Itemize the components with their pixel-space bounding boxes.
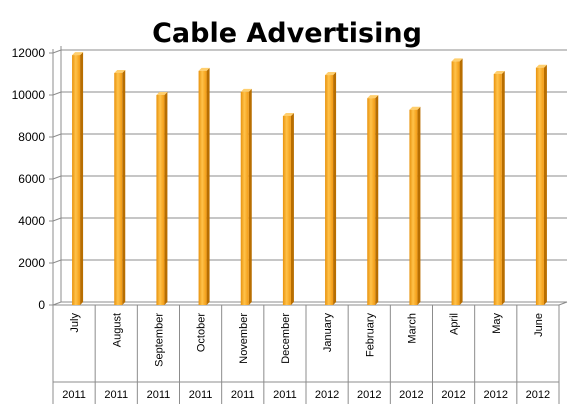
axes xyxy=(49,46,568,404)
bar-front xyxy=(156,95,165,305)
bar-top xyxy=(409,106,421,110)
bars xyxy=(72,52,547,306)
bar-top xyxy=(451,58,463,62)
y-tick-label: 0 xyxy=(38,298,45,312)
x-tick-label: May xyxy=(491,313,503,334)
bar-front xyxy=(282,116,291,305)
x-year-label: 2011 xyxy=(62,389,86,401)
bar-top xyxy=(72,52,84,56)
bar-side xyxy=(122,69,126,305)
bar xyxy=(493,71,505,305)
bar xyxy=(325,72,337,305)
x-tick-label: June xyxy=(533,313,545,337)
bar xyxy=(72,52,84,305)
bar-side xyxy=(375,95,379,306)
x-tick-label: October xyxy=(196,313,208,352)
bar xyxy=(198,67,210,305)
gridline-diag xyxy=(52,91,62,96)
bar-front xyxy=(367,98,376,306)
y-tick-label: 10000 xyxy=(12,88,46,102)
x-year-label: 2012 xyxy=(526,389,550,401)
bar xyxy=(409,106,421,305)
bar-top xyxy=(367,95,379,99)
x-year-label: 2012 xyxy=(484,389,508,401)
bar-side xyxy=(543,64,547,305)
x-tick-label: February xyxy=(364,313,376,358)
bar-front xyxy=(240,91,249,305)
y-tick-label: 6000 xyxy=(18,172,45,186)
gridline-diag xyxy=(52,217,62,222)
floor-edge xyxy=(558,301,568,306)
bar xyxy=(367,95,379,306)
bar-top xyxy=(198,67,210,71)
bar-side xyxy=(333,72,337,305)
bar-front xyxy=(535,67,544,305)
bar-side xyxy=(206,67,210,305)
x-year-label: 2012 xyxy=(399,389,423,401)
y-tick-label: 8000 xyxy=(18,130,45,144)
x-year-label: 2011 xyxy=(231,389,255,401)
bar-side xyxy=(501,71,505,305)
bar-side xyxy=(417,106,421,305)
x-tick-label: December xyxy=(280,313,292,364)
y-tick-label: 12000 xyxy=(12,46,46,60)
bar-top xyxy=(282,113,294,116)
bar-side xyxy=(290,113,294,305)
bar-front xyxy=(198,70,207,305)
bar-front xyxy=(451,61,460,306)
gridlines: 0 2000 4000 6000 8000 10000 12000 xyxy=(12,46,567,312)
bar xyxy=(156,92,168,305)
x-year-label: 2012 xyxy=(315,389,339,401)
bar xyxy=(451,58,463,306)
x-year-label: 2011 xyxy=(189,389,213,401)
bar-top xyxy=(493,71,505,74)
bar-side xyxy=(80,52,84,305)
x-year-label: 2011 xyxy=(273,389,297,401)
x-tick-label: January xyxy=(322,313,334,353)
category-labels: July 2011 August 2011 September 2011 October 20… xyxy=(62,313,550,401)
bar-side xyxy=(248,88,252,305)
x-year-label: 2012 xyxy=(441,389,465,401)
bar-front xyxy=(325,75,334,305)
bar-front xyxy=(72,55,81,305)
y-tick-label: 4000 xyxy=(18,214,45,228)
x-tick-label: April xyxy=(449,313,461,335)
y-tick-label: 2000 xyxy=(18,256,45,270)
x-tick-label: July xyxy=(69,313,81,333)
bar xyxy=(240,88,252,305)
x-year-label: 2011 xyxy=(147,389,171,401)
gridline-diag xyxy=(52,259,62,264)
x-tick-label: November xyxy=(238,313,250,364)
bar-top xyxy=(325,72,337,76)
gridline-diag xyxy=(52,133,62,138)
bar xyxy=(282,113,294,305)
bar-side xyxy=(459,58,463,306)
chart-title: Cable Advertising xyxy=(152,18,422,49)
bar-front xyxy=(493,74,502,305)
gridline-diag xyxy=(52,49,62,54)
bar-side xyxy=(164,92,168,305)
bar-top xyxy=(156,92,168,95)
x-tick-label: September xyxy=(153,313,165,367)
bar-top xyxy=(114,69,126,73)
bar-top xyxy=(535,64,547,68)
bar-top xyxy=(240,88,252,92)
x-tick-label: August xyxy=(111,313,123,347)
bar-front xyxy=(114,72,123,305)
bar xyxy=(114,69,126,305)
x-year-label: 2011 xyxy=(104,389,128,401)
bar xyxy=(535,64,547,305)
bar-front xyxy=(409,109,418,305)
x-tick-label: March xyxy=(406,313,418,344)
gridline-diag xyxy=(52,175,62,180)
x-year-label: 2012 xyxy=(357,389,381,401)
